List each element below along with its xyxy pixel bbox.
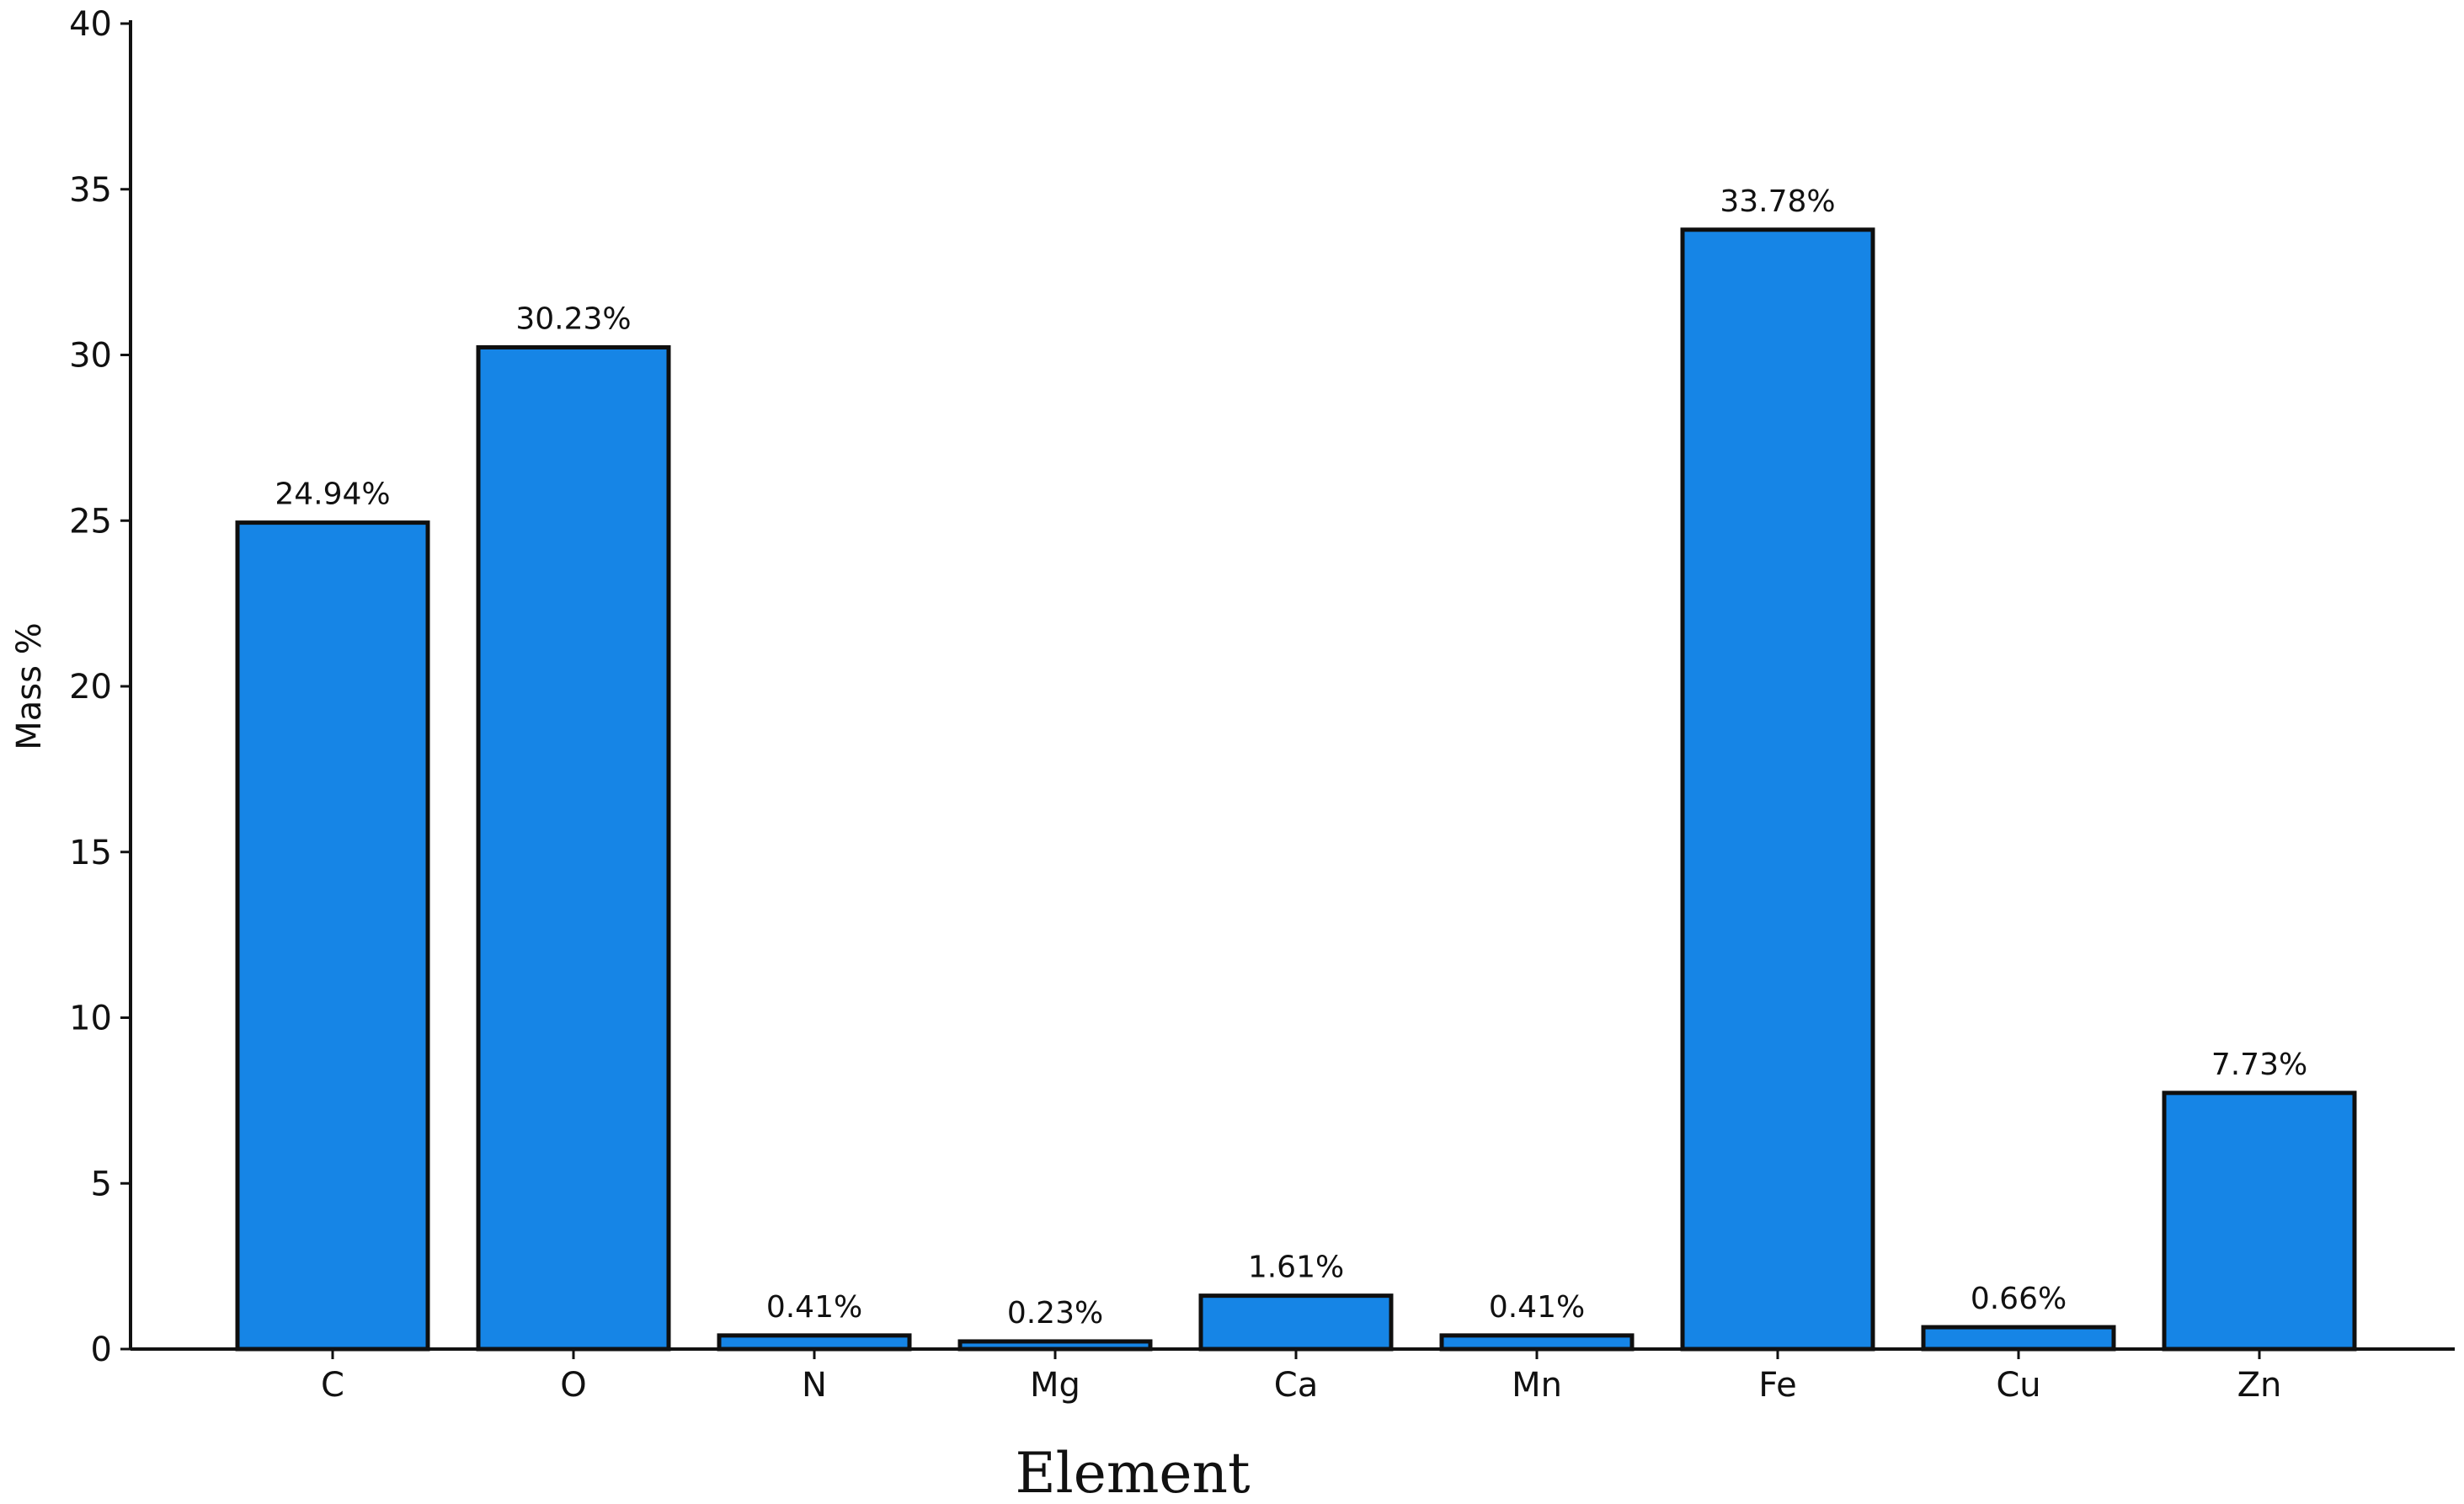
y-tick-label: 30 bbox=[69, 337, 112, 376]
y-tick-label: 40 bbox=[69, 5, 112, 44]
data-label-mg: 0.23% bbox=[1007, 1296, 1103, 1331]
bar-ca bbox=[1198, 1293, 1394, 1352]
x-tick-label-fe: Fe bbox=[1758, 1366, 1796, 1405]
data-label-o: 30.23% bbox=[515, 301, 631, 336]
data-label-zn: 7.73% bbox=[2211, 1048, 2307, 1082]
bar-n bbox=[717, 1333, 912, 1352]
data-label-mn: 0.41% bbox=[1489, 1290, 1585, 1325]
y-axis: 0 5 10 15 20 25 30 35 40 bbox=[69, 5, 132, 1369]
x-tick-label-ca: Ca bbox=[1274, 1366, 1318, 1405]
data-label-fe: 33.78% bbox=[1720, 184, 1835, 219]
bars bbox=[235, 227, 2357, 1352]
x-tick-label-zn: Zn bbox=[2237, 1366, 2282, 1405]
bar-c bbox=[235, 520, 430, 1352]
data-label-c: 24.94% bbox=[275, 477, 390, 512]
x-tick-label-o: O bbox=[560, 1366, 586, 1405]
y-tick-label: 10 bbox=[69, 1000, 112, 1038]
bar-fe bbox=[1680, 227, 1875, 1352]
x-tick-label-cu: Cu bbox=[1996, 1366, 2040, 1405]
x-tick-label-n: N bbox=[802, 1366, 827, 1405]
x-tick-label-c: C bbox=[321, 1366, 344, 1405]
x-axis-title: Element bbox=[1015, 1441, 1250, 1504]
y-tick-label: 15 bbox=[69, 834, 112, 872]
x-tick-label-mn: Mn bbox=[1512, 1366, 1562, 1405]
x-tick-label-mg: Mg bbox=[1030, 1366, 1080, 1405]
bar-zn bbox=[2162, 1091, 2357, 1352]
data-label-cu: 0.66% bbox=[1971, 1282, 2067, 1316]
bar-cu bbox=[1921, 1325, 2116, 1352]
data-label-ca: 1.61% bbox=[1248, 1251, 1344, 1285]
data-label-n: 0.41% bbox=[766, 1290, 862, 1325]
y-axis-title: Mass % bbox=[10, 622, 49, 749]
bar-o bbox=[476, 344, 671, 1352]
x-axis: C O N Mg Ca Mn Fe Cu Zn bbox=[131, 1347, 2455, 1405]
y-tick-label: 5 bbox=[91, 1165, 112, 1203]
y-tick-label: 25 bbox=[69, 502, 112, 541]
data-labels: 24.94% 30.23% 0.41% 0.23% 1.61% 0.41% 33.78% 0.… bbox=[275, 184, 2307, 1331]
y-tick-label: 0 bbox=[91, 1331, 112, 1369]
bar-mn bbox=[1439, 1333, 1635, 1352]
y-tick-label: 35 bbox=[69, 171, 112, 210]
y-tick-label: 20 bbox=[69, 668, 112, 707]
